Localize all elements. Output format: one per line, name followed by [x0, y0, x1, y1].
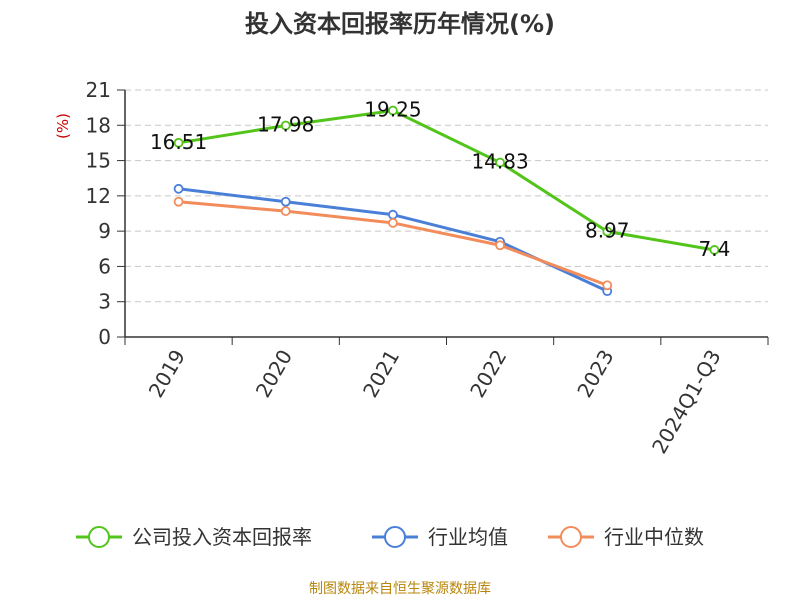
series-line [178, 187, 608, 293]
chart-title: 投入资本回报率历年情况(%) [245, 10, 555, 38]
data-point [173, 196, 184, 207]
x-tick-label: 2019 [144, 346, 190, 402]
data-point [495, 157, 505, 168]
data-point [602, 280, 613, 291]
data-point [280, 206, 291, 217]
legend-label: 行业中位数 [604, 525, 704, 549]
data-point [388, 218, 398, 228]
data-label: 14.83 [471, 150, 528, 174]
x-tick-label: 2020 [251, 346, 297, 402]
data-point [388, 105, 398, 116]
data-point [602, 226, 613, 237]
y-tick-label: 9 [98, 219, 111, 243]
series-layer [173, 105, 720, 297]
legend: 公司投入资本回报率 行业均值 行业中位数 [76, 525, 704, 549]
y-tick-label: 6 [98, 254, 111, 278]
y-tick-label: 21 [86, 78, 111, 102]
legend-marker [88, 526, 110, 548]
y-tick-label: 12 [86, 184, 111, 208]
data-label: 7.4 [699, 237, 731, 261]
data-label: 16.51 [150, 130, 207, 154]
data-point [280, 196, 291, 207]
data-point [495, 240, 505, 251]
legend-label: 行业均值 [428, 525, 508, 549]
data-point [388, 209, 398, 220]
y-tick-label: 15 [86, 149, 111, 173]
data-point [173, 183, 184, 194]
y-axis-label: (%) [54, 113, 72, 139]
y-tick-label: 18 [86, 113, 111, 137]
data-label: 8.97 [585, 218, 630, 242]
legend-marker [560, 526, 582, 548]
grid [125, 89, 768, 303]
source-note: 制图数据来自恒生聚源数据库 [309, 581, 491, 597]
y-tick-label: 3 [98, 290, 111, 314]
x-tick-label: 2022 [465, 346, 511, 402]
y-tick-label: 0 [98, 325, 111, 349]
data-label: 19.25 [364, 98, 421, 122]
legend-marker [384, 526, 406, 548]
data-point [709, 245, 720, 255]
data-point [280, 120, 291, 131]
x-tick-label: 2021 [358, 346, 404, 402]
x-tick-label: 2024Q1-Q3 [647, 346, 726, 458]
data-label: 17.98 [257, 113, 314, 137]
x-tick-label: 2023 [572, 346, 618, 402]
data-point [173, 137, 184, 148]
legend-label: 公司投入资本回报率 [132, 525, 312, 549]
series-line [178, 109, 715, 252]
data-labels: 16.51 17.98 19.25 14.83 8.97 7.4 [150, 98, 730, 261]
